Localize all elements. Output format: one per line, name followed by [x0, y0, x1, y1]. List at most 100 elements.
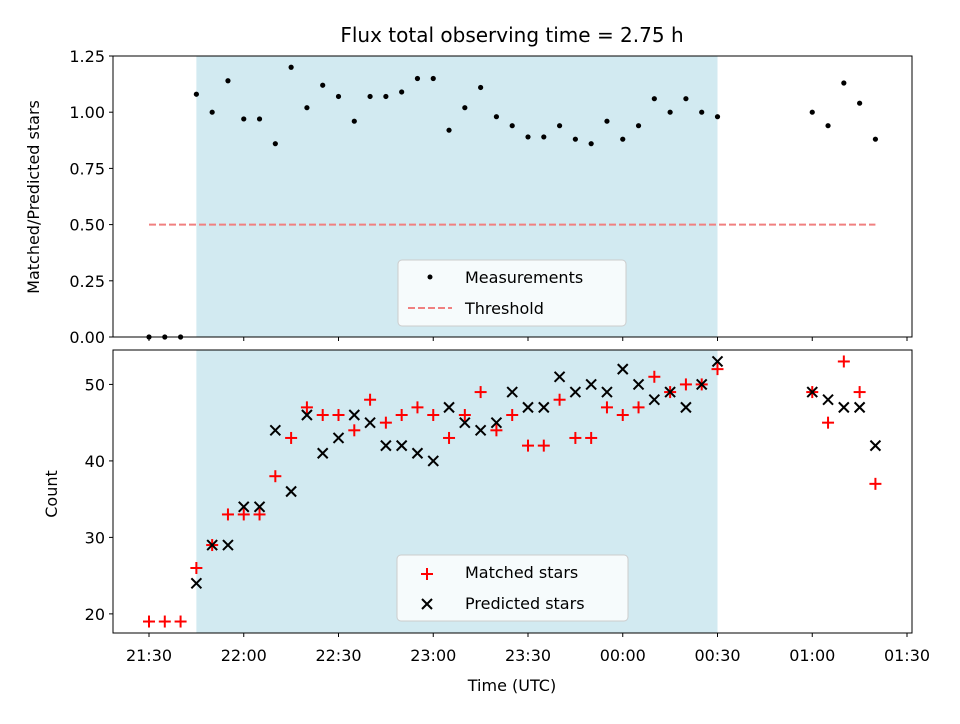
matched-star-point [632, 401, 645, 414]
measurement-point [414, 75, 421, 82]
top-panel: 0.00 0.25 0.50 0.75 1.00 1.25 Flux total obse… [24, 23, 913, 347]
predicted-star-point [285, 485, 297, 498]
bottom-y-tick-label: 50 [85, 375, 105, 394]
predicted-star-point [332, 432, 345, 444]
top-legend-box [397, 259, 627, 327]
bottom-legend: Matched stars Predicted stars [396, 554, 629, 622]
measurement-point [367, 93, 373, 100]
measurement-point [714, 114, 721, 120]
matched-star-point [316, 409, 329, 422]
measurement-point [683, 96, 689, 102]
predicted-star-point [601, 386, 613, 398]
matched-star-point [600, 401, 613, 414]
matched-star-point [253, 508, 266, 521]
x-tick-label: 01:30 [884, 646, 930, 665]
bottom-legend-box [396, 554, 629, 622]
top-legend: Measurements Threshold [397, 259, 627, 327]
predicted-star-point [443, 401, 455, 414]
x-tick-label: 23:00 [410, 646, 456, 665]
measurement-point [209, 109, 215, 115]
top-y-tick-label: 0.00 [69, 328, 105, 347]
measurement-point [635, 123, 642, 129]
measurement-point [841, 80, 847, 86]
matched-star-point [822, 416, 835, 429]
predicted-star-point [680, 401, 692, 414]
matched-stars-legend-marker [421, 568, 433, 580]
measurement-point [351, 118, 357, 124]
x-tick-label: 23:30 [505, 646, 551, 665]
matched-star-point [869, 477, 882, 490]
predicted-star-point [427, 455, 439, 467]
x-tick-label: 00:30 [694, 646, 740, 665]
measurement-point [335, 93, 342, 100]
predicted-star-point [538, 401, 550, 414]
measurement-point [288, 64, 294, 70]
predicted-star-point [317, 447, 329, 459]
predicted-star-point [869, 439, 882, 452]
x-tick-label: 22:00 [221, 646, 267, 665]
matched-stars-points [143, 355, 882, 628]
predicted-star-point [696, 378, 708, 391]
bottom-y-tick-label: 20 [85, 605, 105, 624]
bottom-x-ticks: 21:30 22:00 22:30 23:00 23:30 00:00 00:30 01:00… [126, 633, 930, 665]
matched-star-point [427, 409, 440, 422]
matched-star-point [237, 508, 250, 521]
matched-star-point [300, 401, 313, 414]
measurement-point [383, 93, 389, 100]
predicted-star-point [238, 501, 250, 513]
predicted-star-point [553, 371, 566, 383]
measurement-point [541, 134, 547, 140]
matched-star-point [585, 431, 598, 444]
predicted-star-point [648, 394, 661, 406]
predicted-star-point [569, 386, 582, 398]
predicted-star-point [585, 378, 597, 391]
x-tick-label: 22:30 [315, 646, 361, 665]
measurement-point [430, 75, 436, 82]
measurement-point [525, 134, 531, 140]
predicted-star-point [853, 401, 866, 414]
measurement-point [825, 123, 831, 129]
top-y-tick-label: 0.25 [69, 272, 105, 291]
predicted-star-point [506, 386, 518, 398]
measurement-point [857, 100, 863, 106]
predicted-star-point [459, 416, 471, 429]
x-tick-label: 00:00 [600, 646, 646, 665]
measurements-legend-label: Measurements [465, 268, 583, 287]
matched-star-point [553, 393, 566, 406]
measurement-point [241, 116, 247, 122]
measurement-point [493, 114, 500, 120]
matched-star-point [474, 386, 487, 399]
measurement-point [651, 96, 657, 102]
predicted-star-point [364, 416, 376, 429]
measurement-point [667, 109, 673, 115]
predicted-star-point [222, 539, 234, 551]
matched-star-point [379, 416, 392, 429]
matched-star-point [364, 393, 377, 406]
threshold-legend-label: Threshold [464, 299, 544, 318]
matched-stars-legend-label: Matched stars [465, 563, 578, 582]
bottom-y-tick-label: 30 [85, 528, 105, 547]
predicted-star-point [522, 401, 534, 414]
predicted-star-point [206, 539, 218, 551]
measurement-point [572, 136, 578, 142]
measurements-legend-marker [427, 274, 433, 280]
measurement-point [872, 136, 879, 142]
matched-star-point [174, 615, 187, 628]
matched-star-point [490, 424, 503, 437]
top-y-tick-label: 0.50 [69, 216, 105, 235]
top-x-ticks [148, 337, 908, 341]
measurement-point [462, 105, 468, 111]
measurement-point [556, 123, 563, 129]
x-tick-label: 01:00 [789, 646, 835, 665]
matched-star-point [616, 409, 629, 422]
matched-star-point [190, 561, 203, 574]
matched-star-point [569, 431, 582, 444]
measurement-point [256, 116, 263, 122]
measurement-point [304, 105, 310, 111]
matched-star-point [285, 431, 298, 444]
bottom-y-tick-label: 40 [85, 452, 105, 471]
x-tick-label: 21:30 [126, 646, 172, 665]
predicted-star-point [253, 501, 266, 513]
predicted-star-point [617, 363, 629, 375]
top-y-tick-label: 0.75 [69, 159, 105, 178]
